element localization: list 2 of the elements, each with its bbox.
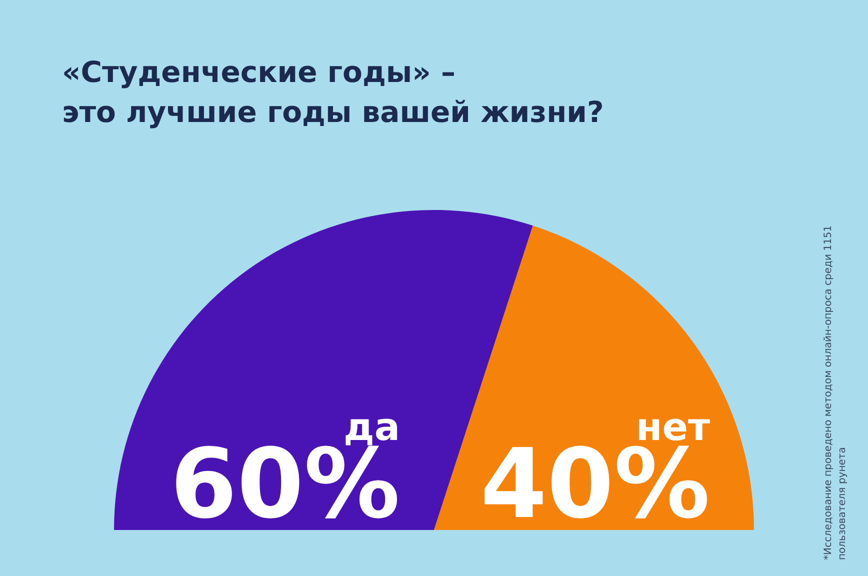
chart-title: «Студенческие годы» – это лучшие годы вашей жизни? (62, 54, 604, 131)
text: *Исследование проведено методом онлайн-опроса среди 1151 пользователя рунета (822, 224, 849, 560)
